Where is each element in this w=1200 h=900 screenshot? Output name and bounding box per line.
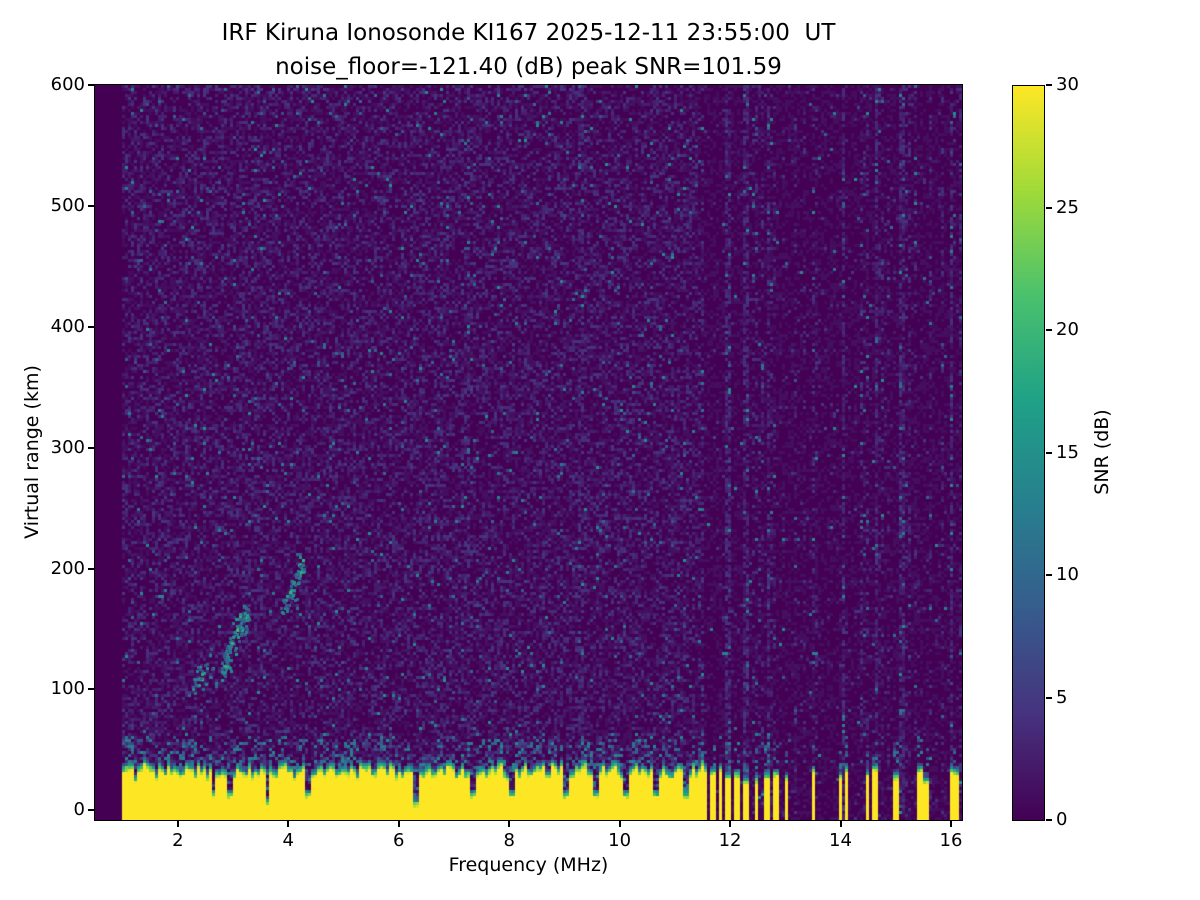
colorbar-tick-mark xyxy=(1046,206,1052,209)
colorbar-tick-mark xyxy=(1046,329,1052,331)
y-tick-label: 100 xyxy=(50,678,85,700)
colorbar-tick-label: 25 xyxy=(1056,196,1079,218)
y-tick-label: 500 xyxy=(50,194,85,216)
colorbar-tick-label: 5 xyxy=(1056,686,1068,708)
colorbar-tick-mark xyxy=(1046,84,1052,86)
x-tick-mark xyxy=(397,821,400,827)
y-tick-mark xyxy=(88,204,94,207)
chart-title: IRF Kiruna Ionosonde KI167 2025-12-11 23… xyxy=(221,20,836,46)
x-tick-label: 2 xyxy=(172,830,184,851)
x-tick-mark xyxy=(176,821,179,827)
y-tick-mark xyxy=(88,809,94,812)
colorbar-tick-mark xyxy=(1046,696,1052,699)
colorbar-tick-label: 20 xyxy=(1056,319,1079,340)
y-tick-label: 600 xyxy=(50,74,85,95)
x-tick-mark xyxy=(508,821,511,827)
x-tick-label: 14 xyxy=(829,830,852,851)
x-tick-mark xyxy=(618,821,621,827)
colorbar-tick-mark xyxy=(1046,819,1052,821)
heatmap-canvas xyxy=(95,85,962,820)
chart-subtitle: noise_floor=-121.40 (dB) peak SNR=101.59 xyxy=(275,54,782,80)
y-tick-label: 400 xyxy=(50,315,85,337)
y-tick-label: 0 xyxy=(73,799,85,821)
y-tick-mark xyxy=(88,688,94,691)
x-tick-label: 16 xyxy=(939,830,963,851)
y-tick-mark xyxy=(88,84,94,86)
x-tick-label: 12 xyxy=(718,830,742,851)
y-axis-label: Virtual range (km) xyxy=(21,365,43,539)
colorbar-tick-label: 30 xyxy=(1056,74,1079,95)
colorbar xyxy=(1012,85,1045,821)
y-tick-mark xyxy=(88,446,94,449)
y-tick-label: 300 xyxy=(50,436,85,458)
x-tick-label: 8 xyxy=(503,830,515,851)
x-axis-label: Frequency (MHz) xyxy=(448,854,609,876)
colorbar-tick-label: 15 xyxy=(1056,441,1079,463)
x-tick-mark xyxy=(287,821,290,827)
x-tick-mark xyxy=(839,821,842,827)
x-tick-mark xyxy=(949,821,952,827)
y-tick-label: 200 xyxy=(50,557,85,579)
colorbar-tick-mark xyxy=(1046,574,1052,576)
colorbar-label: SNR (dB) xyxy=(1091,409,1113,495)
x-tick-label: 4 xyxy=(282,830,294,851)
y-tick-mark xyxy=(88,567,94,570)
x-tick-mark xyxy=(729,821,732,827)
x-tick-label: 6 xyxy=(392,830,405,851)
colorbar-tick-mark xyxy=(1046,451,1052,454)
colorbar-tick-label: 10 xyxy=(1056,564,1079,585)
x-tick-label: 10 xyxy=(608,830,632,851)
colorbar-tick-label: 0 xyxy=(1056,809,1068,830)
y-tick-mark xyxy=(88,325,94,328)
